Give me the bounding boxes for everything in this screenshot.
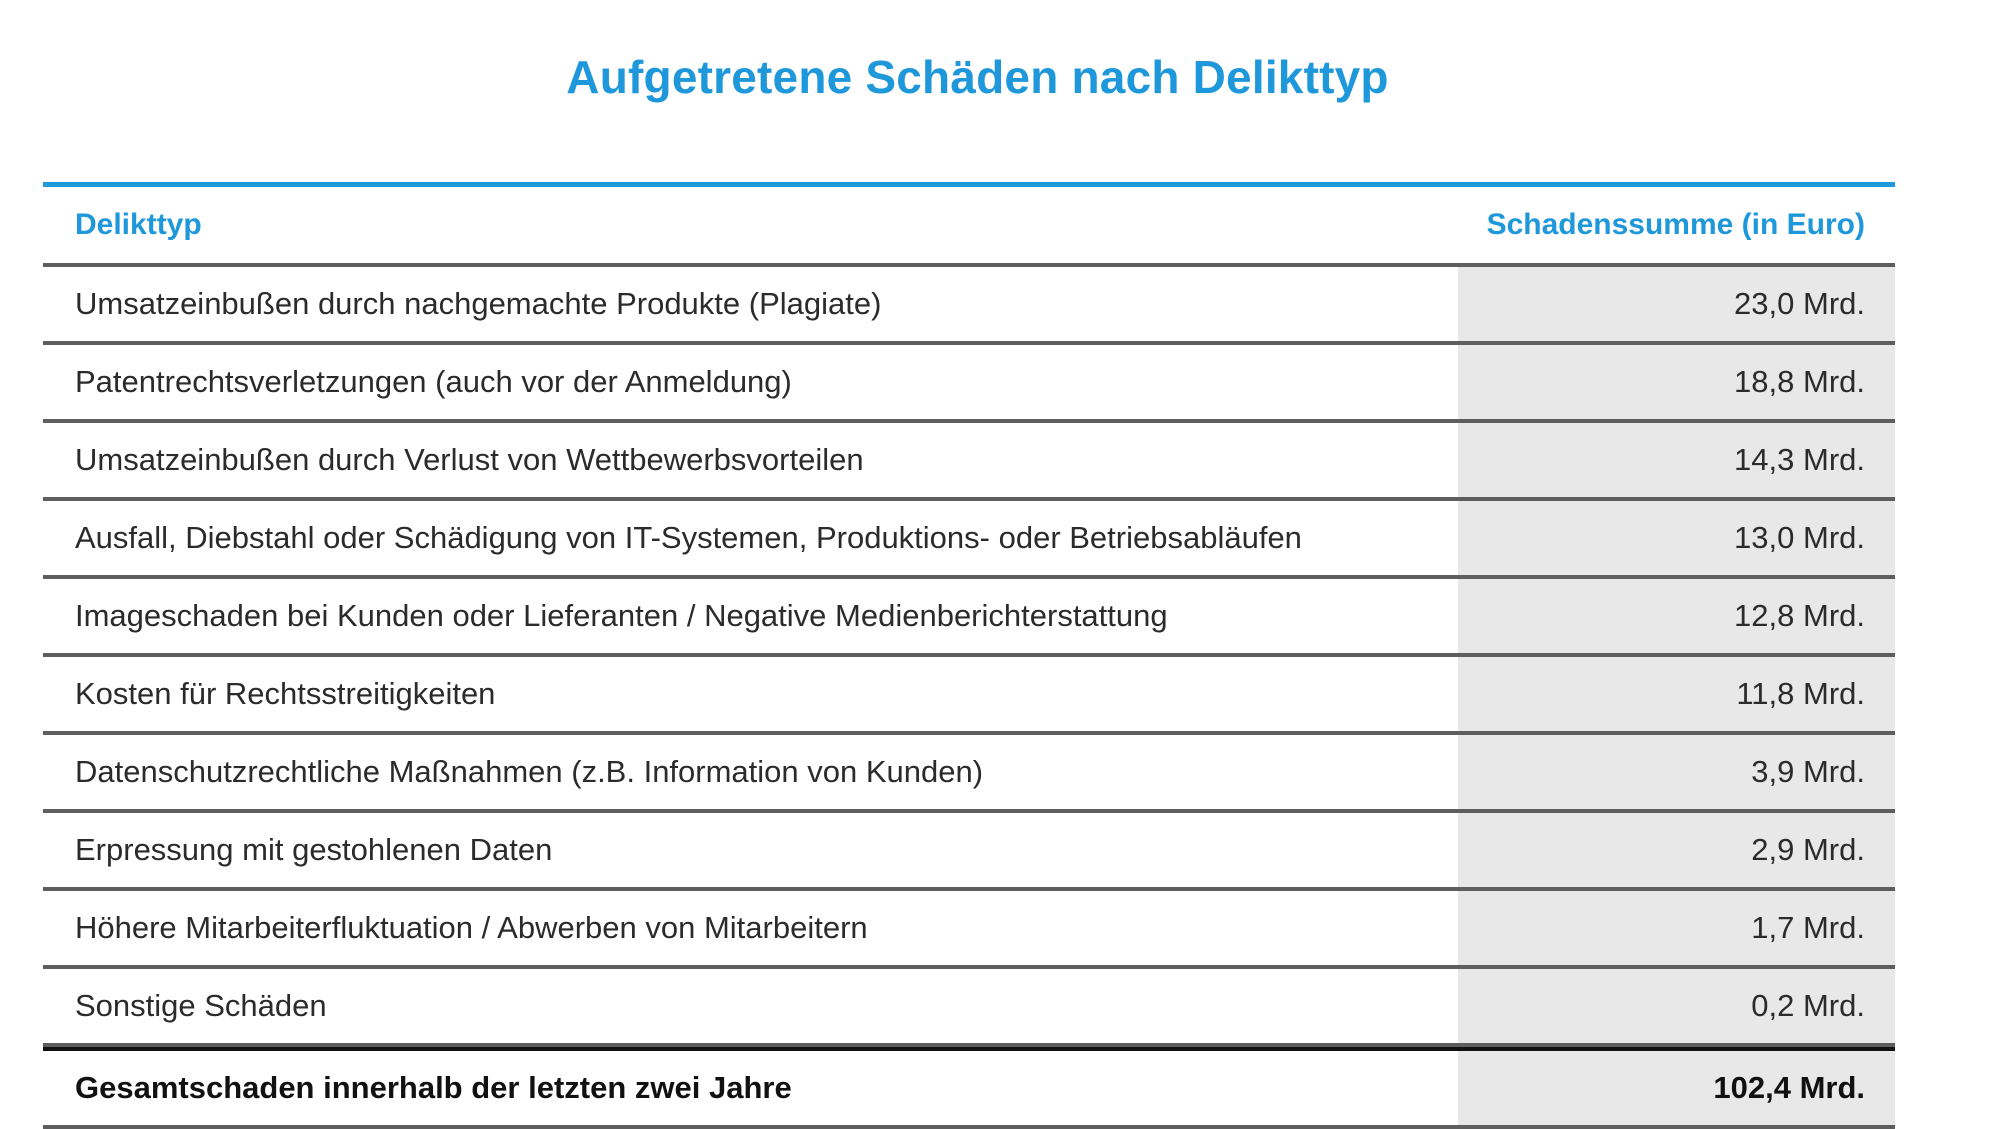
row-value: 0,2 Mrd. xyxy=(1458,969,1895,1043)
table-row: Erpressung mit gestohlenen Daten 2,9 Mrd. xyxy=(43,813,1895,891)
table-row: Umsatzeinbußen durch nachgemachte Produk… xyxy=(43,267,1895,345)
table-row: Höhere Mitarbeiterfluktuation / Abwerben… xyxy=(43,891,1895,969)
chart-title: Aufgetretene Schäden nach Delikttyp xyxy=(566,51,1389,103)
row-value: 1,7 Mrd. xyxy=(1458,891,1895,965)
column-header-delikttyp: Delikttyp xyxy=(75,208,202,241)
row-value: 2,9 Mrd. xyxy=(1458,813,1895,887)
total-label: Gesamtschaden innerhalb der letzten zwei… xyxy=(75,1070,792,1105)
table-total-row: Gesamtschaden innerhalb der letzten zwei… xyxy=(43,1047,1895,1129)
row-label: Kosten für Rechtsstreitigkeiten xyxy=(75,676,496,711)
row-label: Höhere Mitarbeiterfluktuation / Abwerben… xyxy=(75,910,868,945)
column-header-schadenssumme: Schadenssumme (in Euro) xyxy=(1486,208,1865,241)
table-header-row: Delikttyp Schadenssumme (in Euro) xyxy=(43,187,1895,267)
row-label: Sonstige Schäden xyxy=(75,988,327,1023)
table-row: Kosten für Rechtsstreitigkeiten 11,8 Mrd. xyxy=(43,657,1895,735)
table-row: Ausfall, Diebstahl oder Schädigung von I… xyxy=(43,501,1895,579)
row-label: Umsatzeinbußen durch Verlust von Wettbew… xyxy=(75,442,864,477)
table-row: Patentrechtsverletzungen (auch vor der A… xyxy=(43,345,1895,423)
row-label: Imageschaden bei Kunden oder Lieferanten… xyxy=(75,598,1168,633)
table-row: Imageschaden bei Kunden oder Lieferanten… xyxy=(43,579,1895,657)
damage-table: Delikttyp Schadenssumme (in Euro) Umsatz… xyxy=(43,182,1895,1129)
table-row: Sonstige Schäden 0,2 Mrd. xyxy=(43,969,1895,1047)
row-value: 13,0 Mrd. xyxy=(1458,501,1895,575)
table-body: Umsatzeinbußen durch nachgemachte Produk… xyxy=(43,267,1895,1047)
table-row: Datenschutzrechtliche Maßnahmen (z.B. In… xyxy=(43,735,1895,813)
row-value: 14,3 Mrd. xyxy=(1458,423,1895,497)
row-value: 18,8 Mrd. xyxy=(1458,345,1895,419)
row-label: Patentrechtsverletzungen (auch vor der A… xyxy=(75,364,792,399)
row-label: Ausfall, Diebstahl oder Schädigung von I… xyxy=(75,520,1302,555)
row-value: 12,8 Mrd. xyxy=(1458,579,1895,653)
row-value: 3,9 Mrd. xyxy=(1458,735,1895,809)
row-value: 11,8 Mrd. xyxy=(1458,657,1895,731)
total-value: 102,4 Mrd. xyxy=(1458,1051,1895,1125)
row-label: Datenschutzrechtliche Maßnahmen (z.B. In… xyxy=(75,754,984,789)
row-label: Umsatzeinbußen durch nachgemachte Produk… xyxy=(75,286,882,321)
row-label: Erpressung mit gestohlenen Daten xyxy=(75,832,553,867)
table-row: Umsatzeinbußen durch Verlust von Wettbew… xyxy=(43,423,1895,501)
row-value: 23,0 Mrd. xyxy=(1458,267,1895,341)
